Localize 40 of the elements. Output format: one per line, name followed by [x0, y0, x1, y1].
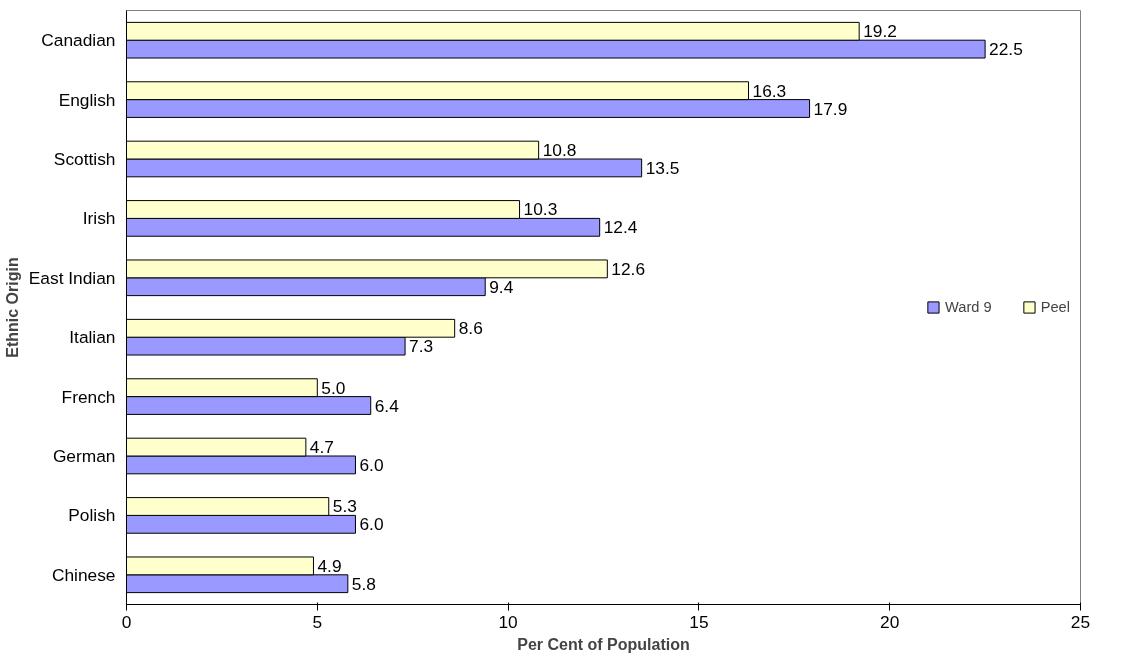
data-label: 9.4: [489, 276, 514, 297]
data-label: 22.5: [989, 39, 1023, 60]
y-tick-label: East Indian: [28, 267, 116, 288]
data-label: 17.9: [813, 98, 848, 119]
x-tick-label: 10: [498, 611, 518, 632]
data-label: 12.4: [603, 217, 638, 238]
data-label: 6.4: [374, 395, 400, 416]
data-label: 5.0: [321, 377, 346, 398]
y-tick-label: Scottish: [53, 149, 116, 169]
data-label: 4.9: [317, 555, 342, 576]
y-tick-label: French: [61, 386, 116, 407]
data-label: 10.8: [542, 140, 577, 161]
data-label: 6.0: [359, 514, 384, 535]
legend-label: Ward 9: [944, 299, 992, 315]
x-axis-title: Per Cent of Population: [517, 635, 690, 653]
x-tick-label: 25: [1070, 611, 1091, 632]
y-tick-label: Chinese: [51, 564, 116, 585]
y-tick-label: Irish: [82, 208, 116, 229]
y-tick-label: Italian: [69, 327, 116, 348]
y-tick-label: English: [58, 89, 116, 110]
data-label: 4.7: [309, 437, 334, 458]
legend-label: Peel: [1040, 299, 1070, 315]
data-label: 16.3: [752, 80, 787, 101]
x-tick-label: 0: [121, 611, 132, 632]
y-axis-title: Ethnic Origin: [3, 257, 21, 358]
data-label: 6.0: [359, 454, 384, 475]
y-tick-label: German: [52, 446, 116, 466]
data-label: 13.5: [645, 157, 680, 178]
data-label: 8.6: [458, 318, 483, 339]
y-tick-label: Canadian: [41, 30, 116, 51]
data-label: 10.3: [523, 199, 558, 220]
y-tick-label: Polish: [68, 505, 116, 526]
x-tick-label: 20: [880, 611, 900, 632]
data-label: 5.3: [332, 496, 357, 517]
data-label: 12.6: [611, 258, 646, 279]
data-label: 19.2: [863, 21, 897, 42]
data-label: 7.3: [409, 336, 434, 357]
x-tick-label: 5: [312, 611, 323, 632]
x-tick-label: 15: [689, 611, 709, 632]
data-label: 5.8: [351, 573, 376, 594]
